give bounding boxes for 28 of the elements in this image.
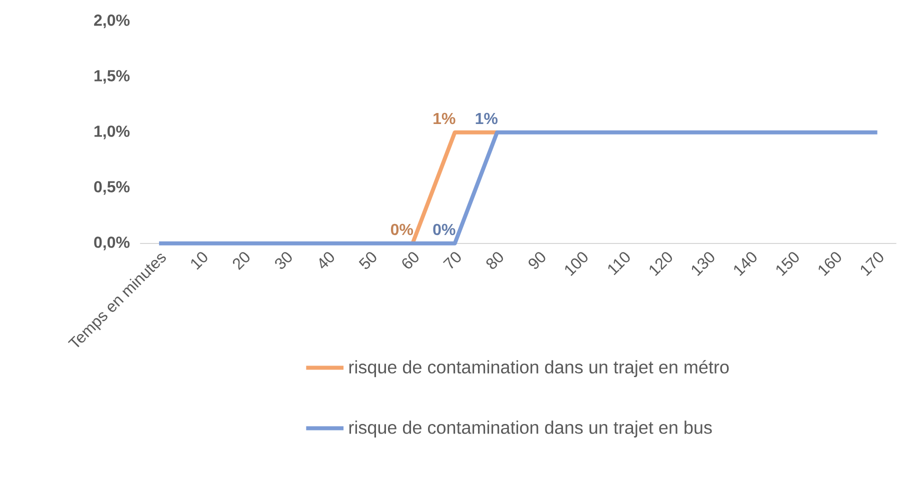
y-tick-label: 0,5%: [94, 181, 130, 195]
x-tick-label: 10: [191, 252, 208, 270]
x-tick-label: 150: [776, 252, 799, 276]
y-tick-label: 1,0%: [94, 126, 130, 140]
data-label: 1%: [434, 113, 456, 124]
data-label: 0%: [433, 224, 456, 236]
x-tick-label: 160: [818, 252, 841, 276]
x-tick-label: 120: [650, 252, 672, 276]
x-tick-label: 20: [232, 252, 250, 270]
data-label: 0%: [390, 224, 414, 236]
x-tick-label: 40: [319, 252, 334, 269]
x-tick-label: 170: [860, 252, 884, 276]
x-tick-label: 110: [608, 252, 630, 276]
x-tick-label: 50: [358, 252, 376, 270]
x-tick-label: 60: [402, 252, 418, 269]
y-tick-label: 0,0%: [94, 236, 130, 250]
x-tick-label: 140: [734, 252, 756, 276]
legend-label: risque de contamination dans un trajet en bus: [349, 420, 712, 438]
x-tick-label: 130: [692, 252, 714, 276]
x-tick-label: 70: [442, 252, 461, 269]
x-tick-label: 80: [486, 252, 503, 270]
x-tick-label: 30: [275, 252, 292, 270]
y-tick-label: 2,0%: [94, 14, 130, 28]
x-tick-label: 90: [528, 252, 546, 270]
legend-label: risque de contamination dans un trajet en métro: [349, 360, 729, 378]
y-tick-label: 1,5%: [94, 70, 130, 84]
data-label: 1%: [476, 113, 498, 124]
x-tick-label: 100: [565, 252, 588, 276]
